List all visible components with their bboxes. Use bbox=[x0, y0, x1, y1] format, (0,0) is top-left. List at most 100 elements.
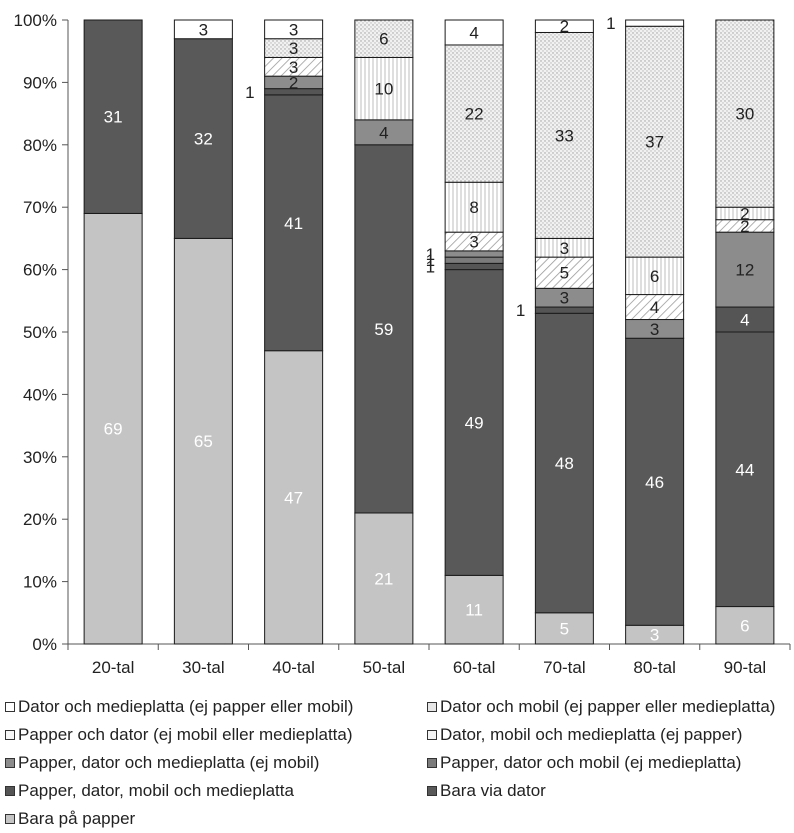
data-label: 6 bbox=[379, 30, 388, 49]
bar-segment bbox=[534, 306, 594, 314]
data-label: 5 bbox=[560, 264, 569, 283]
legend-swatch bbox=[427, 702, 437, 712]
legend-label: Papper och dator (ej mobil eller mediepl… bbox=[18, 725, 353, 744]
data-label: 2 bbox=[740, 217, 749, 236]
data-label: 69 bbox=[104, 420, 123, 439]
bar-segment bbox=[444, 269, 504, 576]
data-label: 12 bbox=[735, 261, 754, 280]
data-label: 3 bbox=[650, 320, 659, 339]
data-label: 3 bbox=[199, 20, 208, 39]
bar-segment bbox=[444, 19, 504, 46]
bar-segment bbox=[534, 256, 594, 289]
data-label: 41 bbox=[284, 214, 303, 233]
data-label: 1 bbox=[606, 14, 615, 33]
data-label: 47 bbox=[284, 488, 303, 507]
data-label: 1 bbox=[516, 301, 525, 320]
data-label: 10 bbox=[374, 80, 393, 99]
data-label: 49 bbox=[465, 413, 484, 432]
y-tick-label: 20% bbox=[23, 510, 57, 529]
bar-segment bbox=[83, 212, 143, 645]
legend-swatch bbox=[5, 702, 15, 712]
bar-segment bbox=[625, 337, 685, 626]
data-label: 46 bbox=[645, 473, 664, 492]
y-tick-label: 70% bbox=[23, 198, 57, 217]
data-label: 1 bbox=[426, 245, 435, 264]
data-label: 48 bbox=[555, 454, 574, 473]
data-label: 5 bbox=[560, 619, 569, 638]
y-tick-label: 60% bbox=[23, 261, 57, 280]
bar-segment bbox=[444, 256, 504, 264]
legend-item: Bara via dator bbox=[427, 781, 546, 801]
bar-segment bbox=[444, 574, 504, 645]
legend-label: Bara på papper bbox=[18, 809, 136, 828]
data-label: 2 bbox=[740, 204, 749, 223]
bar-segment bbox=[444, 262, 504, 271]
data-label: 22 bbox=[465, 105, 484, 124]
legend-swatch bbox=[5, 814, 15, 824]
bar-segment bbox=[534, 612, 594, 645]
legend-swatch bbox=[5, 786, 15, 796]
bar-segment bbox=[354, 19, 414, 58]
legend-swatch bbox=[427, 786, 437, 796]
bar-segment bbox=[354, 119, 414, 146]
data-label: 3 bbox=[560, 289, 569, 308]
legend-item: Dator och mobil (ej papper eller mediepl… bbox=[427, 697, 775, 717]
data-label: 32 bbox=[194, 130, 213, 149]
legend-label: Dator, mobil och medieplatta (ej papper) bbox=[440, 725, 743, 744]
data-label: 11 bbox=[465, 601, 483, 620]
bar-segment bbox=[83, 19, 143, 214]
legend-swatch bbox=[427, 758, 437, 768]
legend-item: Papper, dator, mobil och medieplatta bbox=[5, 781, 294, 801]
x-tick-label: 70-tal bbox=[543, 658, 586, 677]
bar-segment bbox=[625, 256, 685, 296]
bar-segment bbox=[354, 56, 414, 121]
y-tick-label: 0% bbox=[32, 635, 57, 654]
data-label: 3 bbox=[289, 58, 298, 77]
data-label: 37 bbox=[645, 133, 664, 152]
bar-segment bbox=[354, 512, 414, 645]
data-label: 4 bbox=[379, 123, 388, 142]
bar-segment bbox=[625, 19, 685, 27]
bar-segment bbox=[444, 181, 504, 233]
y-tick-label: 50% bbox=[23, 323, 57, 342]
data-label: 4 bbox=[650, 298, 659, 317]
bar-segment bbox=[264, 350, 324, 645]
data-label: 2 bbox=[560, 17, 569, 36]
data-label: 3 bbox=[469, 233, 478, 252]
x-tick-label: 40-tal bbox=[272, 658, 315, 677]
data-label: 3 bbox=[289, 39, 298, 58]
stacked-bar-chart: 0% 10% 20% 30% 40% 50% 60% 70% 80% 90% 100% 20-tal 3… bbox=[14, 11, 791, 677]
data-label: 3 bbox=[289, 20, 298, 39]
data-label: 59 bbox=[374, 320, 393, 339]
data-label: 21 bbox=[374, 569, 393, 588]
data-label: 3 bbox=[650, 626, 659, 645]
bar-segment bbox=[534, 19, 594, 33]
data-label: 1 bbox=[426, 251, 435, 270]
data-label: 33 bbox=[555, 126, 574, 145]
bar-segment bbox=[715, 19, 775, 208]
data-label: 4 bbox=[740, 311, 749, 330]
legend-swatch bbox=[427, 730, 437, 740]
legend-label: Papper, dator och medieplatta (ej mobil) bbox=[18, 753, 320, 772]
x-tick-label: 90-tal bbox=[724, 658, 767, 677]
y-tick-label: 80% bbox=[23, 136, 57, 155]
legend-label: Bara via dator bbox=[440, 781, 546, 800]
data-label: 4 bbox=[469, 23, 478, 42]
x-tick-label: 30-tal bbox=[182, 658, 225, 677]
data-label: 2 bbox=[289, 73, 298, 92]
data-label: 65 bbox=[194, 432, 213, 451]
legend-label: Dator och medieplatta (ej papper eller m… bbox=[18, 697, 354, 716]
data-label: 3 bbox=[560, 239, 569, 258]
y-tick-label: 10% bbox=[23, 573, 57, 592]
y-tick-label: 30% bbox=[23, 448, 57, 467]
data-label: 8 bbox=[469, 198, 478, 217]
bar-segment bbox=[173, 19, 233, 40]
y-tick-label: 100% bbox=[14, 11, 57, 30]
legend-item: Dator, mobil och medieplatta (ej papper) bbox=[427, 725, 742, 745]
legend-item: Papper, dator och mobil (ej medieplatta) bbox=[427, 753, 741, 773]
y-tick-label: 40% bbox=[23, 385, 57, 404]
x-tick-label: 50-tal bbox=[363, 658, 406, 677]
data-label: 6 bbox=[740, 616, 749, 635]
bar-segment bbox=[173, 237, 233, 645]
bar-segment bbox=[444, 250, 504, 258]
